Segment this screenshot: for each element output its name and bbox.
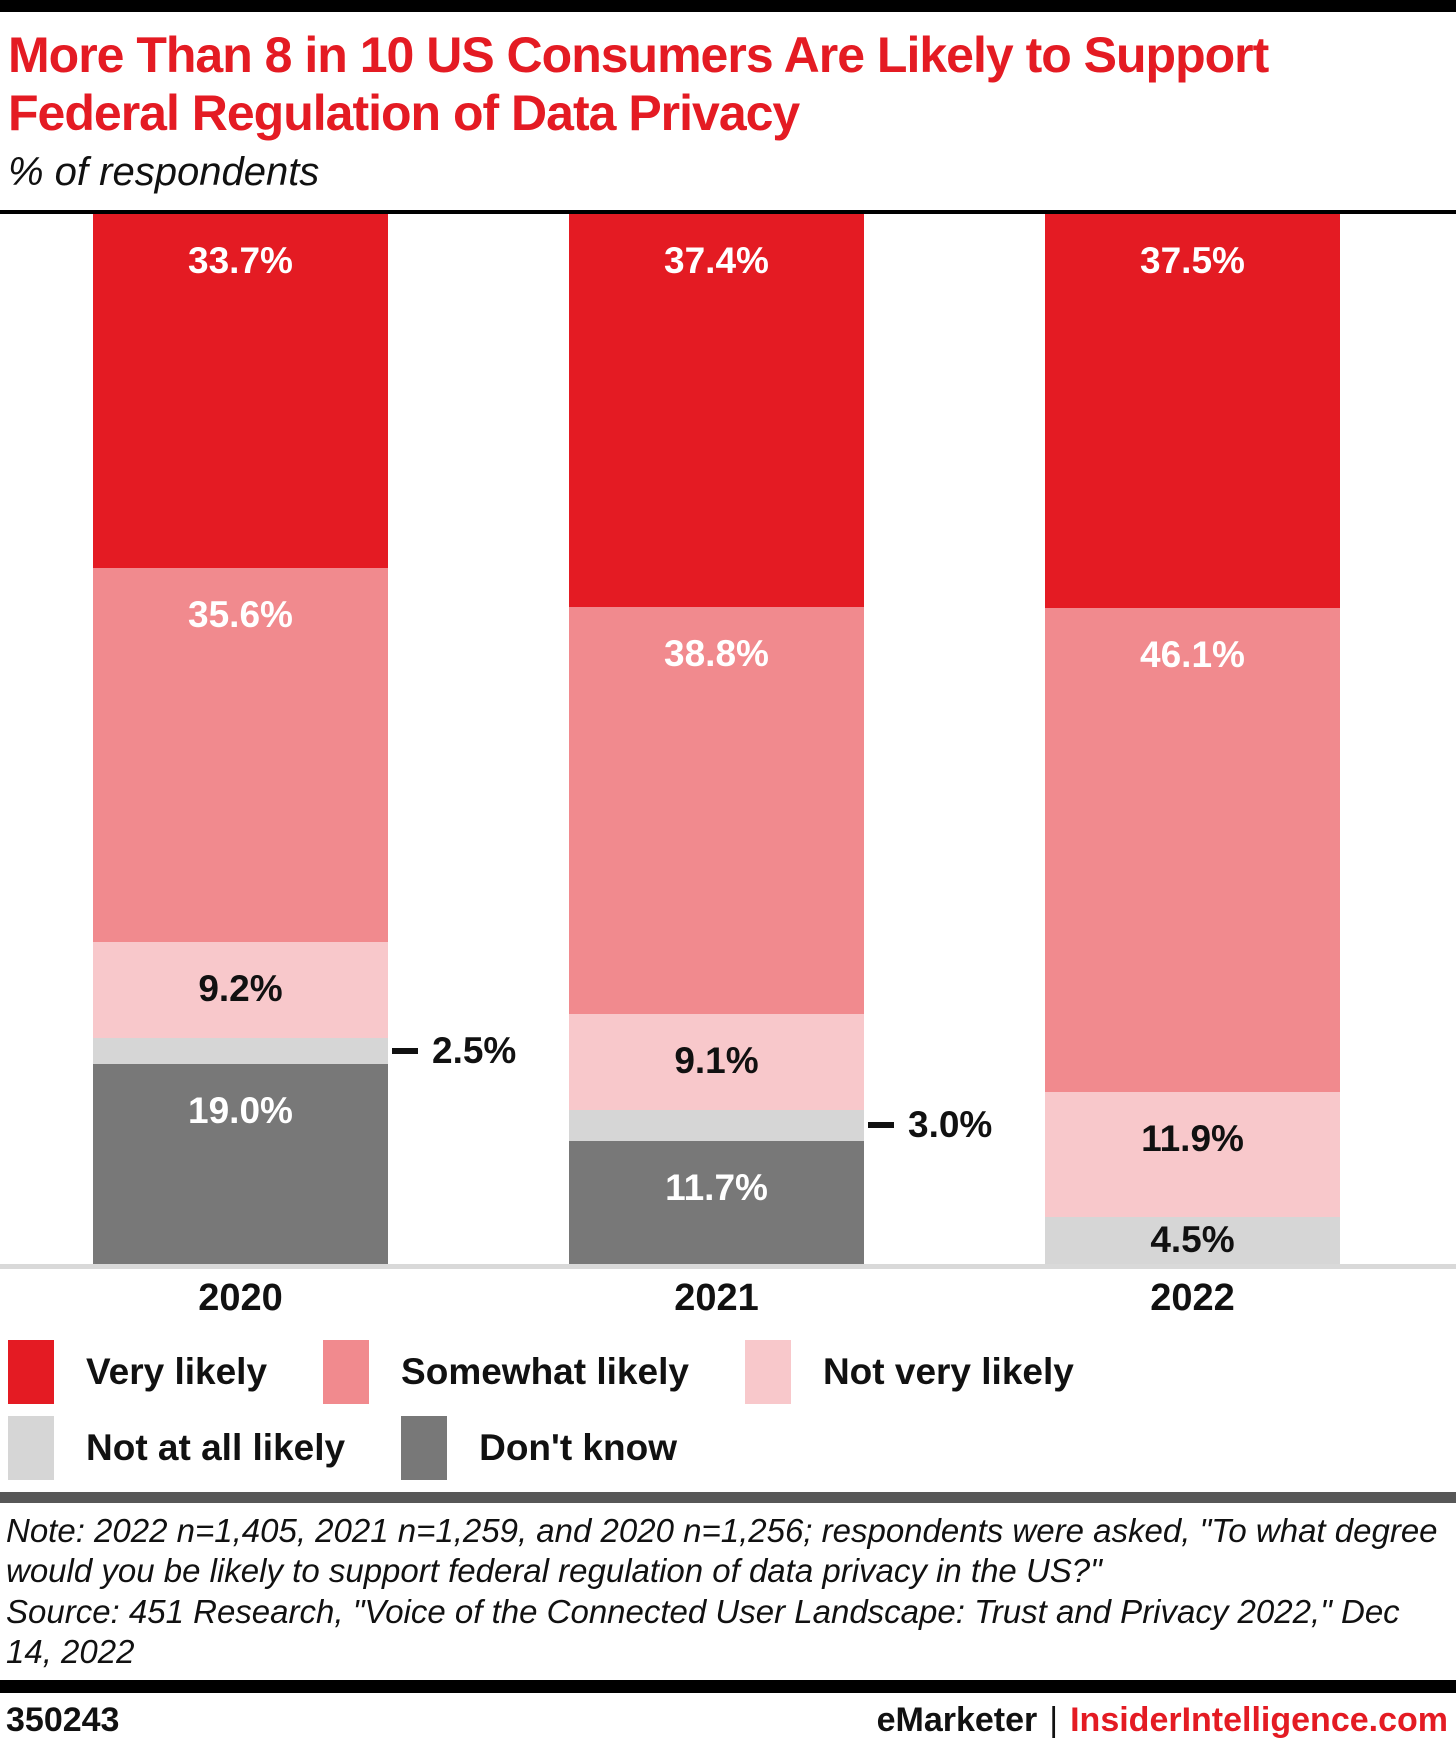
value-label: 37.5% bbox=[1140, 240, 1245, 281]
segment-don-t-know-2021: 11.7% bbox=[569, 1141, 864, 1264]
callout-dash bbox=[392, 1048, 418, 1055]
value-label: 35.6% bbox=[188, 593, 293, 635]
bar-2021: 37.4% 38.8% 9.1% 3.0% 11.7% bbox=[569, 214, 992, 1264]
value-label: 3.0% bbox=[908, 1104, 993, 1146]
legend-label-very-likely: Very likely bbox=[86, 1351, 268, 1392]
chart-legend: Very likely Somewhat likely Not very likel… bbox=[0, 1340, 1456, 1480]
segment-not-at-all-likely-2020 bbox=[93, 1038, 388, 1065]
chart-title-line-2: Federal Regulation of Data Privacy bbox=[8, 85, 800, 141]
segment-very-likely-2021: 37.4% bbox=[569, 214, 864, 607]
legend-swatch-not-at-all-likely bbox=[8, 1416, 54, 1480]
x-axis-label-2021: 2021 bbox=[674, 1277, 759, 1319]
brand-links: eMarketer | InsiderIntelligence.com bbox=[877, 1701, 1448, 1740]
header-divider-line bbox=[0, 210, 1456, 214]
legend-label-not-very-likely: Not very likely bbox=[822, 1351, 1074, 1392]
segment-not-very-likely-2020: 9.2% bbox=[93, 941, 388, 1039]
value-label: 19.0% bbox=[188, 1090, 293, 1132]
legend-item-don-t-know: Don't know bbox=[401, 1416, 677, 1480]
value-label: 9.2% bbox=[198, 967, 283, 1009]
callout-not-at-all-likely-2021: 3.0% bbox=[864, 1104, 992, 1146]
x-axis-label-2020: 2020 bbox=[198, 1277, 283, 1319]
value-label: 11.9% bbox=[1141, 1117, 1244, 1159]
footer-divider-bar bbox=[0, 1680, 1456, 1693]
legend-label-don-t-know: Don't know bbox=[479, 1427, 677, 1468]
chart-title: More Than 8 in 10 US Consumers Are Likel… bbox=[8, 26, 1446, 142]
callout-dash bbox=[868, 1122, 894, 1129]
value-label: 2.5% bbox=[432, 1030, 517, 1072]
chart-note: Note: 2022 n=1,405, 2021 n=1,259, and 20… bbox=[6, 1512, 1438, 1590]
segment-somewhat-likely-2020: 35.6% bbox=[93, 567, 388, 942]
segment-not-at-all-likely-2021 bbox=[569, 1109, 864, 1142]
chart-title-line-1: More Than 8 in 10 US Consumers Are Likel… bbox=[8, 27, 1269, 83]
note-divider-bar bbox=[0, 1492, 1456, 1503]
segment-very-likely-2020: 33.7% bbox=[93, 214, 388, 568]
value-label: 38.8% bbox=[664, 632, 769, 674]
value-label: 11.7% bbox=[665, 1167, 768, 1209]
x-axis-labels: 2020 2021 2022 bbox=[0, 1269, 1456, 1320]
x-axis-label-2022: 2022 bbox=[1150, 1277, 1235, 1319]
segment-not-at-all-likely-2022: 4.5% bbox=[1045, 1216, 1340, 1264]
legend-item-somewhat-likely: Somewhat likely bbox=[323, 1340, 689, 1404]
chart-header: More Than 8 in 10 US Consumers Are Likel… bbox=[0, 12, 1456, 210]
top-accent-bar bbox=[0, 0, 1456, 12]
bar-2020: 33.7% 35.6% 9.2% 2.5% 19.0% bbox=[93, 214, 516, 1264]
value-label: 4.5% bbox=[1150, 1219, 1235, 1261]
legend-label-not-at-all-likely: Not at all likely bbox=[86, 1427, 346, 1468]
value-label: 9.1% bbox=[674, 1040, 759, 1082]
bar-2022: 37.5% 46.1% 11.9% 4.5% bbox=[1045, 214, 1340, 1264]
stacked-bar-chart: 33.7% 35.6% 9.2% 2.5% 19.0% 37.4% 38.8% 9.1% 3.0… bbox=[0, 214, 1456, 1269]
segment-somewhat-likely-2021: 38.8% bbox=[569, 606, 864, 1015]
legend-swatch-somewhat-likely bbox=[323, 1340, 370, 1404]
legend-row-2: Not at all likely Don't know bbox=[8, 1416, 1456, 1480]
legend-swatch-not-very-likely bbox=[744, 1340, 791, 1404]
chart-source: Source: 451 Research, "Voice of the Conn… bbox=[6, 1592, 1400, 1670]
segment-don-t-know-2020: 19.0% bbox=[93, 1064, 388, 1264]
value-label: 37.4% bbox=[664, 240, 769, 281]
legend-item-very-likely: Very likely bbox=[8, 1340, 267, 1404]
segment-not-very-likely-2021: 9.1% bbox=[569, 1014, 864, 1110]
segment-not-very-likely-2022: 11.9% bbox=[1045, 1091, 1340, 1217]
legend-item-not-at-all-likely: Not at all likely bbox=[8, 1416, 345, 1480]
legend-swatch-very-likely bbox=[8, 1340, 54, 1404]
segment-somewhat-likely-2022: 46.1% bbox=[1045, 607, 1340, 1092]
legend-label-somewhat-likely: Somewhat likely bbox=[401, 1351, 689, 1392]
segment-very-likely-2022: 37.5% bbox=[1045, 214, 1340, 608]
brand-insider-intelligence-link[interactable]: InsiderIntelligence.com bbox=[1070, 1701, 1448, 1739]
note-block: Note: 2022 n=1,405, 2021 n=1,259, and 20… bbox=[0, 1503, 1456, 1672]
chart-subtitle: % of respondents bbox=[8, 150, 320, 194]
legend-row-1: Very likely Somewhat likely Not very likel… bbox=[8, 1340, 1456, 1404]
brand-emarketer: eMarketer bbox=[876, 1701, 1038, 1739]
chart-id: 350243 bbox=[6, 1701, 120, 1739]
value-label: 33.7% bbox=[188, 240, 293, 281]
brand-separator: | bbox=[1049, 1701, 1059, 1739]
callout-not-at-all-likely-2020: 2.5% bbox=[388, 1030, 516, 1072]
legend-swatch-don-t-know bbox=[401, 1416, 448, 1480]
legend-item-not-very-likely: Not very likely bbox=[744, 1340, 1074, 1404]
value-label: 46.1% bbox=[1140, 633, 1245, 675]
